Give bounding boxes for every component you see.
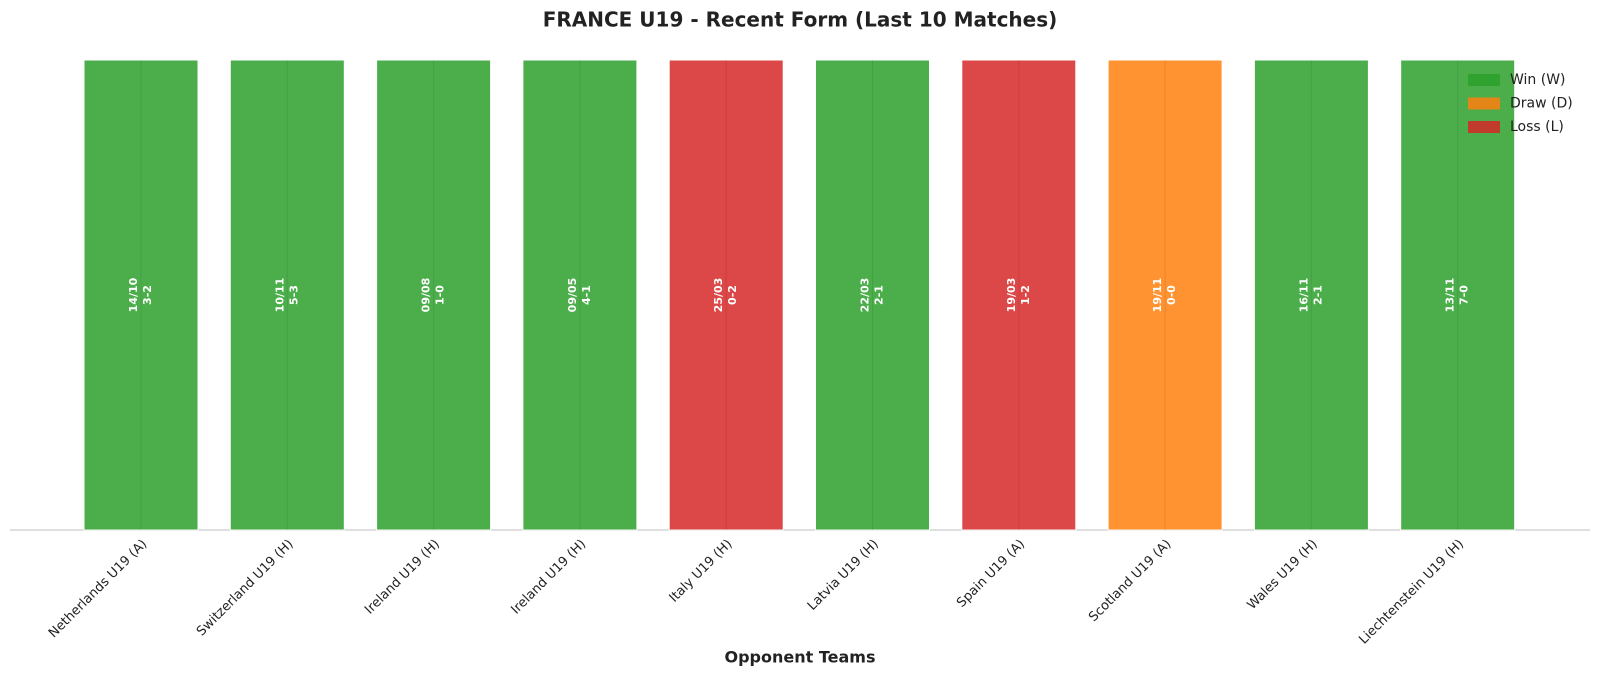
bar-date-label: 10/11: [273, 278, 286, 313]
bar-score-label: 5-3: [287, 285, 300, 305]
x-tick-label: Scotland U19 (A): [1086, 537, 1174, 625]
bar-score-label: 0-2: [726, 285, 739, 305]
x-tick-label: Switzerland U19 (H): [194, 537, 297, 640]
legend-swatch: [1468, 121, 1500, 133]
x-tick-label: Ireland U19 (H): [362, 537, 443, 618]
bar-score-label: 3-2: [141, 285, 154, 305]
bar-score-label: 1-0: [434, 285, 447, 305]
bar: [376, 59, 492, 531]
bar: [1107, 59, 1223, 531]
legend-swatch: [1468, 97, 1500, 110]
bar-date-label: 19/11: [1151, 278, 1164, 313]
bar: [1253, 59, 1369, 531]
bar: [522, 59, 638, 531]
bar-date-label: 09/05: [566, 278, 579, 313]
bar: [668, 59, 784, 531]
bar-date-label: 22/03: [859, 278, 872, 313]
legend-label: Loss (L): [1510, 119, 1564, 135]
bar: [961, 59, 1077, 531]
bar-score-label: 7-0: [1458, 285, 1471, 305]
bar-date-label: 16/11: [1297, 278, 1310, 313]
chart-title: FRANCE U19 - Recent Form (Last 10 Matche…: [543, 8, 1058, 32]
legend-label: Win (W): [1510, 72, 1566, 88]
bar: [83, 59, 199, 531]
legend-label: Draw (D): [1510, 96, 1573, 112]
bar-score-label: 1-2: [1019, 285, 1032, 305]
bar-score-label: 0-0: [1165, 285, 1178, 305]
bar-date-label: 25/03: [712, 278, 725, 313]
x-tick-label: Latvia U19 (H): [805, 537, 882, 614]
x-axis-label: Opponent Teams: [725, 648, 876, 667]
bar: [815, 59, 930, 531]
x-tick-label: Netherlands U19 (A): [46, 537, 150, 641]
bar-score-label: 2-1: [873, 285, 886, 305]
bar-date-label: 14/10: [127, 277, 140, 312]
bar-date-label: 13/11: [1444, 278, 1457, 313]
x-tick-label: Wales U19 (H): [1245, 537, 1321, 613]
bar-date-label: 19/03: [1005, 278, 1018, 313]
bar-score-label: 2-1: [1311, 285, 1324, 305]
x-tick-label: Liechtenstein U19 (H): [1356, 537, 1467, 648]
bar-date-label: 09/08: [420, 278, 433, 313]
x-tick-label: Spain U19 (A): [954, 537, 1028, 611]
x-tick-label: Ireland U19 (H): [508, 537, 589, 618]
bar: [1400, 59, 1516, 531]
x-tick-label: Italy U19 (H): [667, 537, 736, 606]
bar-score-label: 4-1: [580, 285, 593, 305]
bar: [229, 59, 345, 531]
legend-swatch: [1468, 74, 1500, 86]
